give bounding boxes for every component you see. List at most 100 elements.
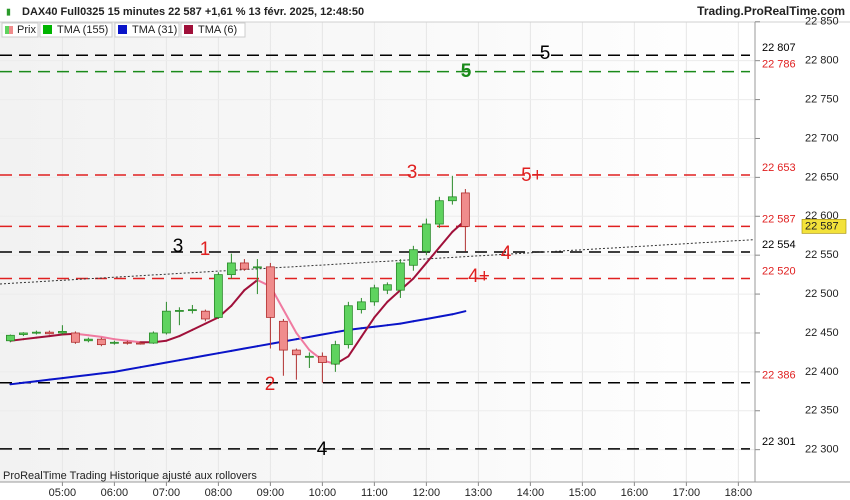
candle-body (174, 310, 184, 312)
axes: 05:00 06:00 07:00 08:00 09:00 10:00 11:00 12:00… (0, 16, 850, 499)
candle-body (460, 192, 470, 227)
legend-swatch (9, 26, 13, 34)
candle-body (5, 334, 15, 342)
indicator-line (178, 356, 194, 362)
y-tick-label: 22 450 (805, 327, 839, 339)
x-tick-label: 18:00 (725, 487, 753, 499)
indicator-line (243, 345, 259, 350)
legend-box (39, 22, 113, 38)
indicator-line (347, 335, 363, 358)
candle-body (200, 310, 210, 320)
x-tick-label: 07:00 (153, 487, 181, 499)
legend: Prix TMA (155) TMA (31) TMA (6) (1, 22, 246, 38)
indicator-line (373, 300, 389, 319)
indicator-line (35, 378, 51, 383)
y-tick-label: 22 300 (805, 444, 839, 456)
annotation: 3 (173, 236, 184, 257)
indicator-line (152, 361, 168, 366)
x-tick-label: 17:00 (673, 487, 701, 499)
annotation: 1 (200, 239, 211, 260)
indicator-line (9, 381, 25, 386)
footer: ProRealTime Trading Historique ajusté au… (3, 470, 257, 482)
annotation: 2 (265, 374, 276, 395)
indicator-line (22, 380, 38, 384)
level-label: 22 653 (762, 162, 796, 174)
candle-body (83, 338, 93, 342)
candle-body (226, 262, 236, 276)
indicator-line (113, 368, 129, 373)
last-price-box (801, 219, 847, 234)
candle-body (135, 342, 145, 345)
header-bar (0, 0, 850, 22)
source: Trading.ProRealTime.com (697, 4, 845, 18)
annotation: 4 (317, 439, 328, 460)
indicator-line (204, 352, 220, 357)
x-tick-label: 06:00 (101, 487, 129, 499)
indicator-line (22, 336, 38, 341)
legend-swatch (118, 25, 127, 34)
candle-body (148, 332, 158, 344)
header-title: DAX40 Full0325 15 minutes 22 587 +1,61 %… (22, 6, 364, 18)
y-tick-label: 22 350 (805, 405, 839, 417)
x-tick-label: 13:00 (465, 487, 493, 499)
level-label: 22 520 (762, 265, 796, 277)
indicator-line (321, 331, 337, 336)
indicator-line (256, 342, 272, 348)
indicator-line (87, 334, 103, 338)
indicator-line (61, 375, 77, 380)
indicator-line (100, 335, 116, 341)
indicator-line (425, 315, 441, 320)
indicator-line (126, 366, 142, 371)
legend-box (114, 22, 180, 38)
indicator-line (295, 335, 311, 341)
legend-label: TMA (155) (57, 24, 108, 36)
candle-body (356, 301, 366, 311)
candle-body (369, 287, 379, 303)
indicator-line (373, 324, 389, 328)
indicator-line (386, 322, 402, 327)
x-tick-label: 09:00 (257, 487, 285, 499)
indicator-line (438, 313, 454, 318)
level-label: 22 554 (762, 239, 796, 251)
candle-body (395, 262, 405, 291)
candle-body (57, 331, 67, 334)
indicator-line (87, 372, 103, 376)
legend-label: Prix (17, 24, 36, 36)
candle-body (278, 320, 288, 351)
indicator-line (48, 333, 64, 338)
legend-box (180, 22, 246, 38)
candle-body (265, 266, 275, 318)
candle-body (330, 344, 340, 365)
legend-label: TMA (31) (132, 24, 177, 36)
indicator-line (399, 320, 415, 325)
indicator-line (386, 289, 402, 303)
y-tick-label: 22 650 (805, 171, 839, 183)
level-label: 22 587 (762, 213, 796, 225)
indicator-line (139, 363, 155, 369)
last-price-label: 22 587 (805, 220, 839, 232)
legend-swatch (5, 26, 9, 34)
y-tick-label: 22 500 (805, 288, 839, 300)
x-tick-label: 14:00 (517, 487, 545, 499)
candle-body (382, 284, 392, 291)
x-tick-label: 11:00 (361, 487, 388, 499)
y-tick-label: 22 850 (805, 16, 839, 28)
indicator-line (74, 373, 90, 378)
level-label: 22 786 (762, 58, 796, 70)
indicator-line (204, 316, 220, 325)
y-tick-label: 22 750 (805, 93, 839, 105)
level-label: 22 386 (762, 370, 796, 382)
candle-body (304, 355, 314, 358)
indicator-line (165, 335, 181, 342)
y-tick-label: 22 550 (805, 249, 839, 261)
indicator-line (295, 331, 311, 352)
candle-body (213, 274, 223, 318)
candle-body (31, 331, 41, 334)
indicator-line (425, 246, 441, 264)
indicator-line (412, 261, 428, 280)
indicator-line (360, 316, 376, 338)
indicator-line (191, 322, 207, 331)
indicator-line (282, 308, 298, 334)
indicator-line (48, 377, 64, 381)
